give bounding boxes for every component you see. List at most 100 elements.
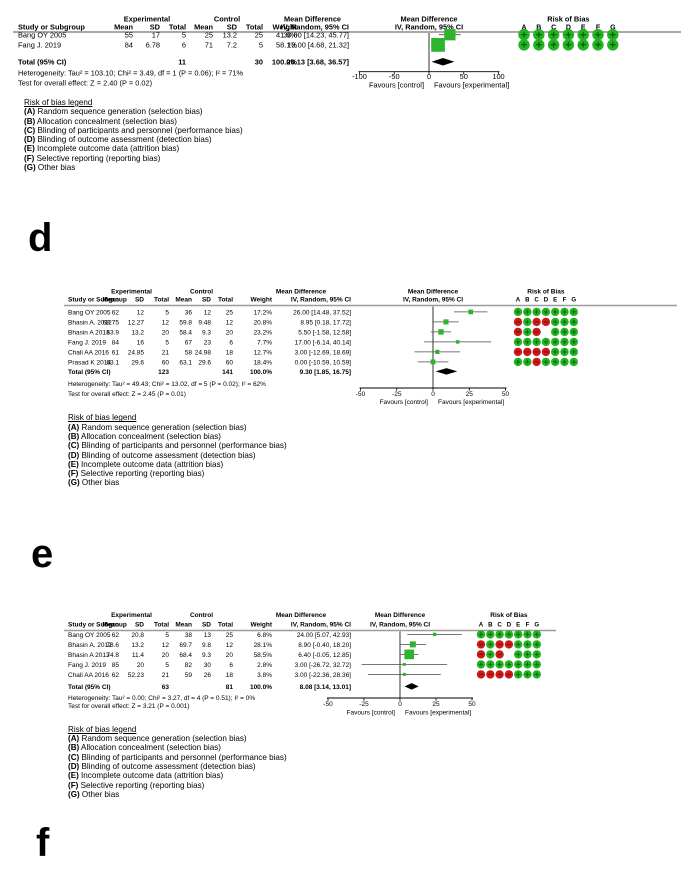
stat-value: 74.8 <box>106 652 119 659</box>
study-column-header: Study or Subgroup <box>18 22 85 31</box>
rob-dot-symbol: + <box>525 650 530 659</box>
mean-difference-column-header: Mean Difference <box>276 289 327 296</box>
mean-difference-plot-header: Mean Difference <box>408 289 459 296</box>
rob-dot-symbol: + <box>534 640 539 649</box>
effect-model-column-header: IV, Random, 95% CI <box>291 621 351 628</box>
rob-dot-red <box>532 318 541 327</box>
rob-dot-red <box>486 669 495 679</box>
rob-dot-symbol: − <box>479 650 484 659</box>
favours-label-right: Favours [experimental] <box>438 399 504 406</box>
panel-label-d: d <box>28 216 53 261</box>
rob-dot-green <box>532 639 541 649</box>
axis-tick-label: 100 <box>492 72 504 81</box>
stat-value: 24.98 <box>195 350 212 357</box>
stat-value: 5 <box>165 310 169 317</box>
rob-dot-green <box>577 39 589 51</box>
rob-dot-symbol: + <box>525 640 530 649</box>
legend-item-key: (B) <box>24 116 36 126</box>
axis-tick-label: -25 <box>392 391 402 398</box>
rob-dot-green <box>495 659 504 669</box>
rob-dot-red <box>513 348 523 357</box>
rob-dot-symbol: + <box>562 318 567 327</box>
study-name: Chali AA 2016 <box>68 672 109 679</box>
rob-column-letter: A <box>521 24 526 31</box>
stat-column-header: Mean <box>102 297 119 304</box>
rob-dot-green <box>514 659 523 669</box>
rob-dot-green <box>607 29 619 41</box>
rob-dot-green <box>476 629 486 639</box>
stat-value: 9.3 <box>202 652 211 659</box>
rob-dot-symbol: + <box>516 640 521 649</box>
stat-value: 12 <box>162 320 170 327</box>
total-md-ci-text: 8.08 [3.14, 13.01] <box>300 684 351 691</box>
rob-dot-symbol: + <box>553 348 558 357</box>
rob-dot-symbol: + <box>479 630 484 639</box>
rob-dot-green <box>532 629 541 639</box>
stat-value: 6 <box>182 41 186 50</box>
rob-dot-symbol: − <box>507 670 512 679</box>
rob-dot-symbol: − <box>488 670 493 679</box>
rob-dot-green <box>504 659 514 669</box>
rob-dot-symbol: + <box>525 630 530 639</box>
stat-column-header: Total <box>218 621 233 628</box>
stat-value: 71 <box>205 41 213 50</box>
legend-item: (F) Selective reporting (reporting bias) <box>68 469 205 479</box>
effect-marker <box>409 641 416 648</box>
stat-value: 12 <box>204 310 212 317</box>
legend-item: (F) Selective reporting (reporting bias) <box>24 153 161 163</box>
rob-dot-green <box>523 338 532 347</box>
legend-item: (A) Random sequence generation (selectio… <box>24 107 203 117</box>
stat-column-header: Weight <box>250 621 272 628</box>
legend-item-key: (G) <box>68 478 80 488</box>
rob-dot-symbol: + <box>562 358 567 367</box>
rob-column-letter: F <box>563 297 567 304</box>
legend-item: (C) Blinding of participants and personn… <box>68 441 287 451</box>
rob-column-letter: E <box>581 24 586 31</box>
stat-value: 69.7 <box>179 642 192 649</box>
stat-value: 6.8% <box>257 632 272 639</box>
legend-item-key: (A) <box>68 734 80 744</box>
stat-value: 16 <box>137 340 145 347</box>
rob-dot-green <box>523 629 532 639</box>
rob-dot-green <box>518 29 530 41</box>
study-name: Bhasin A 2013 <box>68 652 110 659</box>
stat-value: 26 <box>204 672 212 679</box>
total-row: Total (95% CI) 11 30 100.0%20.13 [3.68, 36.… <box>18 57 455 66</box>
effect-marker <box>438 329 444 335</box>
rob-dot-red <box>476 649 486 659</box>
rob-dot-green <box>551 338 560 347</box>
summary-diamond <box>404 682 419 690</box>
rob-dot-red <box>532 358 541 367</box>
rob-dot-symbol: + <box>562 348 567 357</box>
stat-value: 25 <box>226 310 234 317</box>
rob-column-letter: F <box>526 621 530 628</box>
legend-item-key: (A) <box>24 107 36 117</box>
rob-dot-red <box>495 649 504 659</box>
rob-dot-symbol: + <box>553 358 558 367</box>
rob-dot-green <box>560 318 569 327</box>
stat-column-header: Total <box>154 621 169 628</box>
heterogeneity-text: Heterogeneity: Tau² = 49.43; Chi² = 13.0… <box>68 381 266 388</box>
rob-dot-green <box>560 358 569 367</box>
effect-marker <box>402 662 406 666</box>
rob-dot-red <box>532 348 541 357</box>
rob-dot-symbol: + <box>516 630 521 639</box>
stat-value: 12 <box>226 642 234 649</box>
stat-value: 60 <box>162 360 170 367</box>
rob-dot-symbol: + <box>525 338 530 347</box>
rob-dot-red <box>541 348 551 357</box>
stat-value: 20.8% <box>254 320 273 327</box>
rob-dot-symbol: + <box>562 328 567 337</box>
md-ci-text: 3.00 [-22.36, 28.36] <box>295 672 352 679</box>
total-md-ci-text: 9.30 [1.85, 16.75] <box>300 369 351 376</box>
rob-dot-green <box>532 308 541 317</box>
effect-model-column-header: IV, Random, 95% CI <box>281 22 349 31</box>
favours-label-left: Favours [control] <box>347 709 396 716</box>
rob-dot-symbol: + <box>534 630 539 639</box>
legend-item: (G) Other bias <box>24 163 76 173</box>
control-group-header: Control <box>190 289 213 296</box>
legend-items: (A) Random sequence generation (selectio… <box>68 734 684 799</box>
favours-label-right: Favours [experimental] <box>405 709 471 716</box>
md-ci-text: 0.00 [-10.59, 10.59] <box>295 360 352 367</box>
